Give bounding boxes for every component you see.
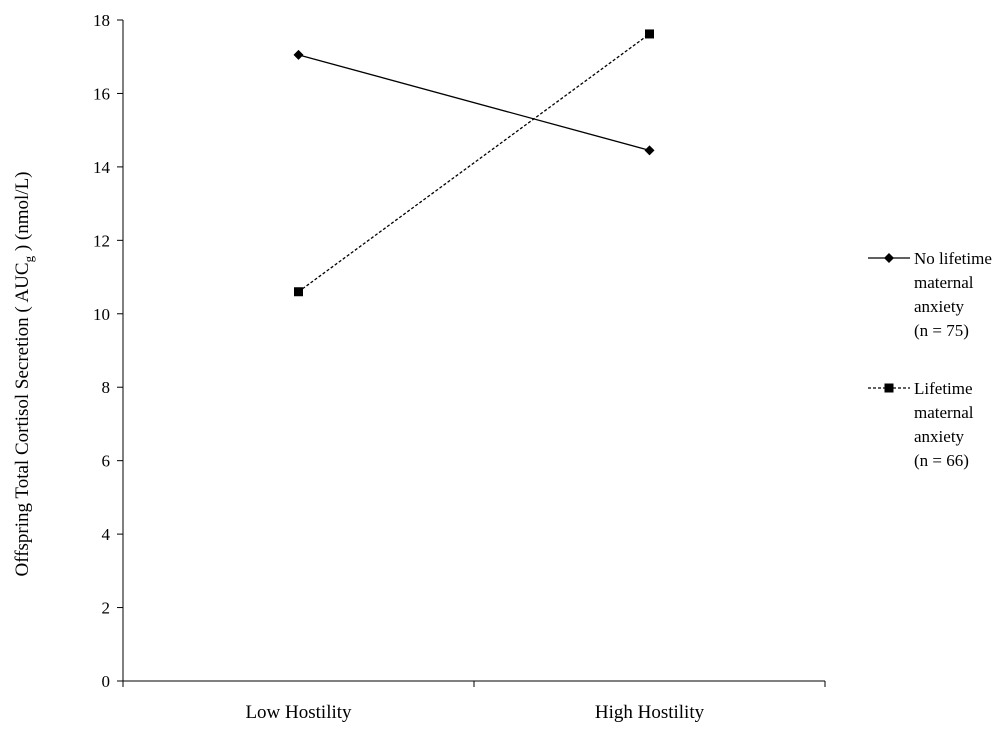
y-tick-label: 18 xyxy=(93,11,110,30)
y-tick-label: 16 xyxy=(93,84,110,103)
y-tick-label: 10 xyxy=(93,305,110,324)
legend: No lifetime maternal anxiety (n = 75) Lifeti… xyxy=(868,249,992,470)
series-group xyxy=(293,29,655,297)
legend-label: maternal xyxy=(914,403,974,422)
legend-label: maternal xyxy=(914,273,974,292)
y-tick-label: 12 xyxy=(93,231,110,250)
y-tick-label: 2 xyxy=(102,599,111,618)
axes xyxy=(122,20,825,682)
legend-label: (n = 66) xyxy=(914,451,969,470)
y-tick-label: 4 xyxy=(102,525,111,544)
y-ticks: 0 2 4 6 8 10 12 14 16 18 xyxy=(93,11,123,691)
y-axis-title-suffix: ) (nmol/L) xyxy=(12,171,33,255)
y-tick-label: 0 xyxy=(102,672,111,691)
legend-marker xyxy=(884,253,894,263)
y-tick-label: 14 xyxy=(93,158,111,177)
diamond-point xyxy=(293,49,304,60)
x-categories: Low Hostility High Hostility xyxy=(122,681,826,723)
x-tick-label: Low Hostility xyxy=(245,702,352,723)
y-tick-label: 8 xyxy=(102,378,111,397)
diamond-point xyxy=(644,145,655,156)
y-axis-title-subscript: g xyxy=(21,255,36,262)
legend-label: No lifetime xyxy=(914,249,992,268)
legend-marker xyxy=(884,383,894,393)
legend-label: anxiety xyxy=(914,297,965,316)
legend-label: anxiety xyxy=(914,427,965,446)
y-axis-title: Offspring Total Cortisol Secretion ( AUC… xyxy=(12,171,36,576)
y-tick-label: 6 xyxy=(102,452,111,471)
legend-label: (n = 75) xyxy=(914,321,969,340)
legend-label: Lifetime xyxy=(914,379,973,398)
x-tick-label: High Hostility xyxy=(595,702,705,723)
square-point xyxy=(645,29,654,39)
square-point xyxy=(294,287,303,297)
series-line xyxy=(298,54,650,151)
series-line xyxy=(298,33,650,293)
y-axis-title-prefix: Offspring Total Cortisol Secretion ( AUC xyxy=(12,262,33,576)
